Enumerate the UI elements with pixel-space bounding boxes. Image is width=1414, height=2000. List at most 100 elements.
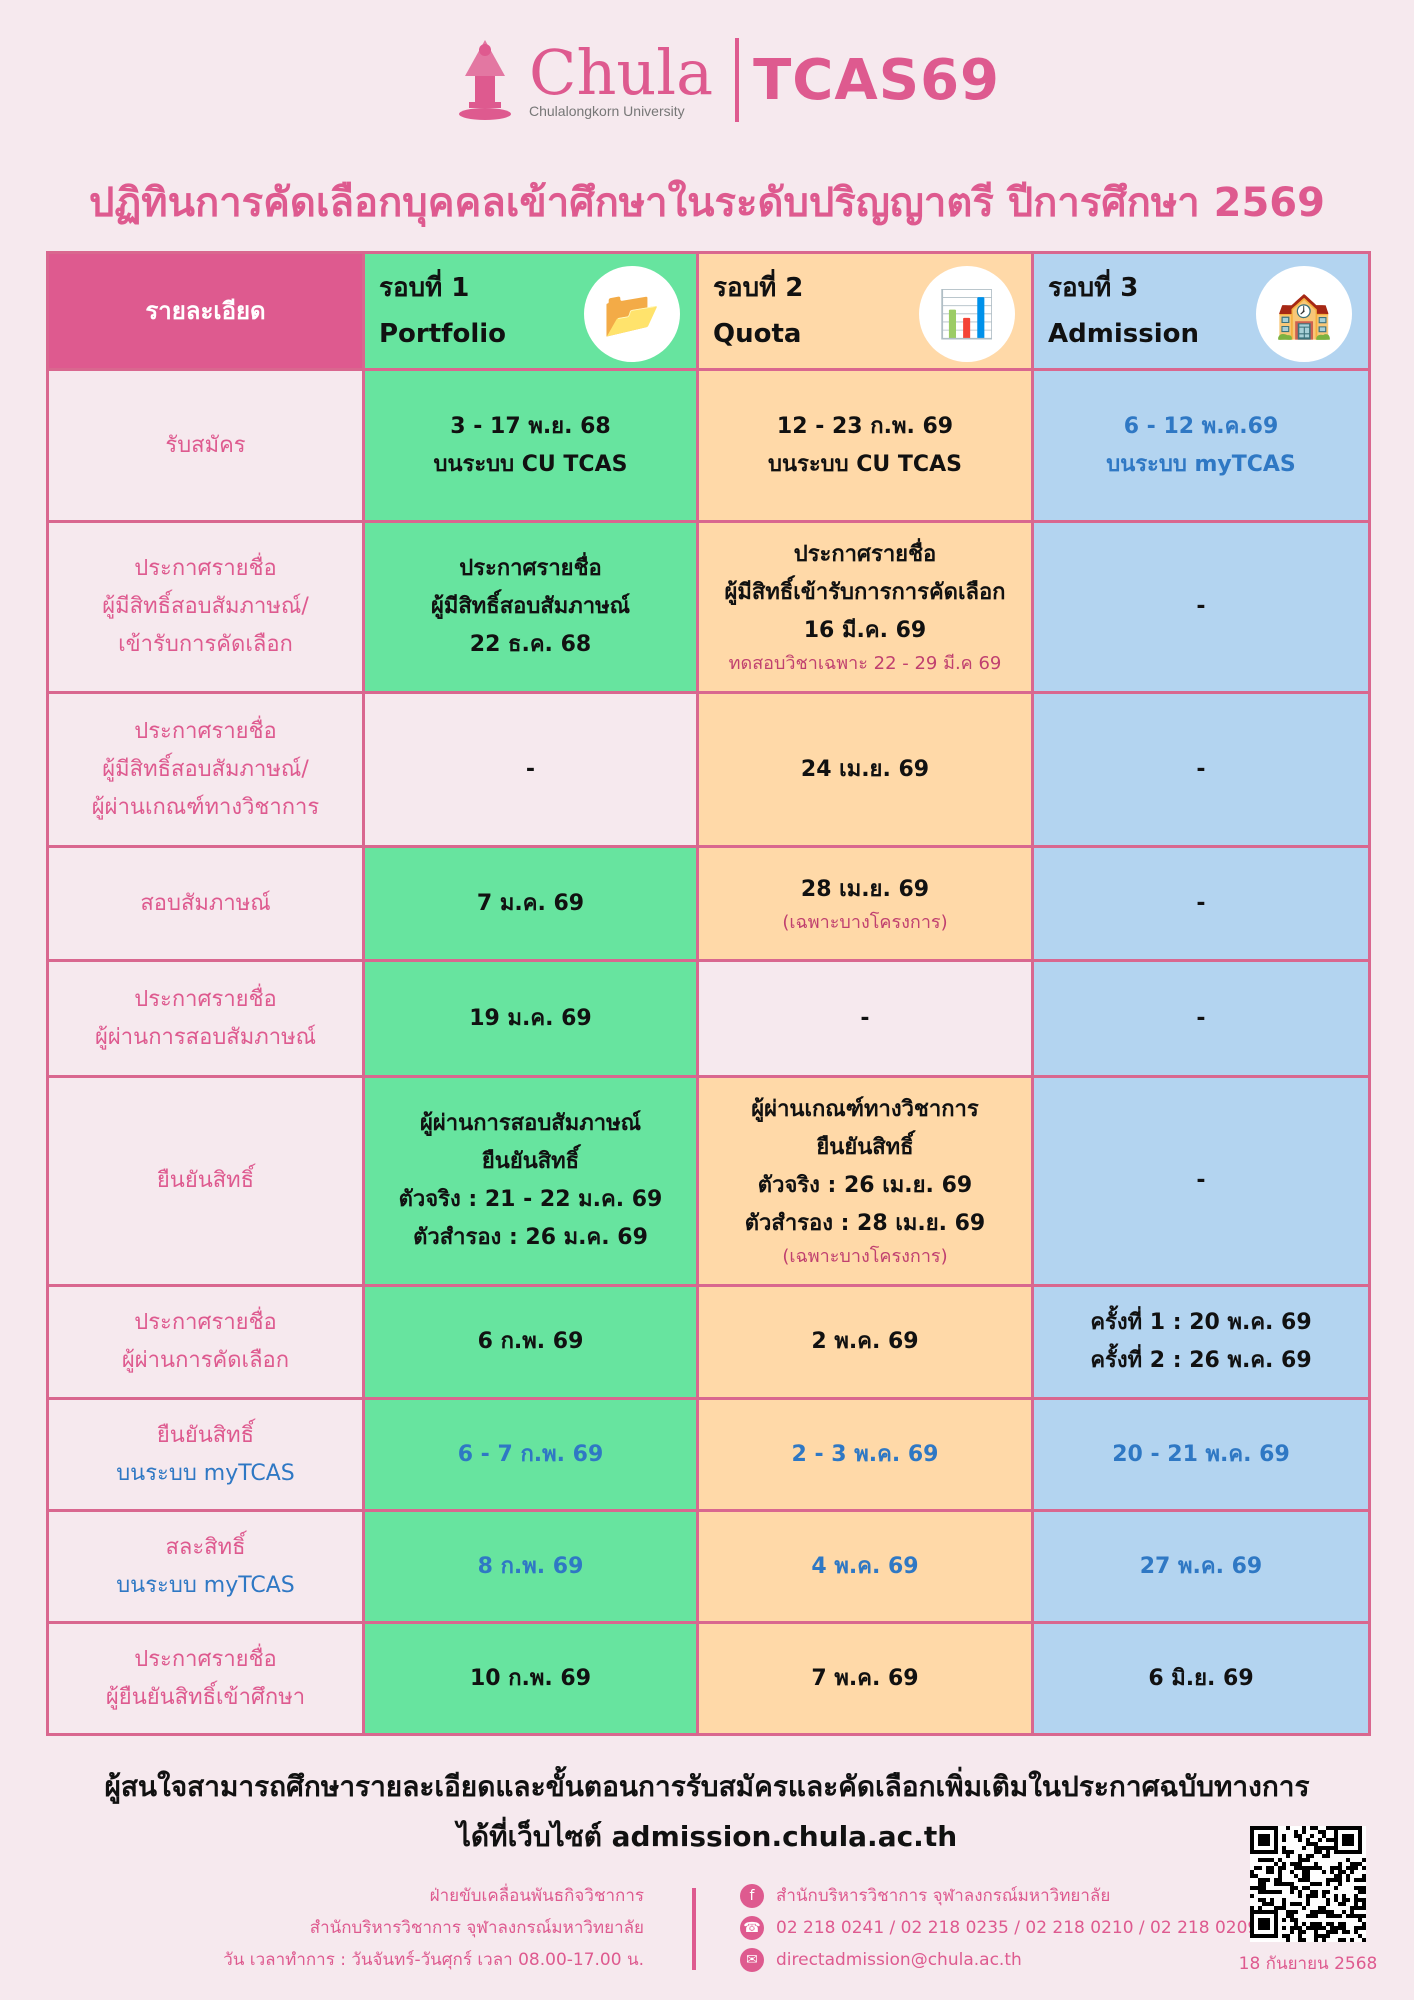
cell-text: ครั้งที่ 2 : 26 พ.ค. 69 — [1090, 1348, 1312, 1373]
facebook-icon: f — [740, 1884, 764, 1908]
row-label-line: ผู้ผ่านการสอบสัมภาษณ์ — [95, 1024, 316, 1050]
round-2-cell: 12 - 23 ก.พ. 69 บนระบบ CU TCAS — [696, 368, 1034, 523]
table-row: ประกาศรายชื่อ ผู้มีสิทธิ์สอบสัมภาษณ์/ ผู้ผ… — [46, 691, 1371, 848]
cell-text: 6 ก.พ. 69 — [477, 1329, 584, 1354]
row-label: ประกาศรายชื่อผู้ผ่านการคัดเลือก — [46, 1284, 365, 1400]
row-label-line: ผู้ผ่านการคัดเลือก — [121, 1348, 290, 1373]
cell-text: ผู้มีสิทธิ์เข้ารับการการคัดเลือก — [724, 580, 1006, 605]
row-label-line: ยืนยันสิทธิ์ — [156, 1168, 255, 1193]
round-2-cell: ผู้ผ่านเกณฑ์ทางวิชาการ ยืนยันสิทธิ์ ตัวจริ… — [696, 1075, 1034, 1287]
cell-text: ครั้งที่ 1 : 20 พ.ค. 69 — [1090, 1310, 1312, 1335]
table-row: ประกาศรายชื่อ ผู้มีสิทธิ์สอบสัมภาษณ์/ เข้า… — [46, 520, 1371, 694]
round-1-cell: 8 ก.พ. 69 — [362, 1509, 699, 1624]
cell-text: - — [1196, 756, 1206, 782]
cell-text: ตัวสำรอง : 28 เม.ย. 69 — [744, 1211, 986, 1236]
folder-icon: 📂 — [584, 266, 680, 362]
qr-code[interactable] — [1250, 1826, 1366, 1942]
row-label-line: ยืนยันสิทธิ์ — [156, 1422, 255, 1448]
cell-text: 24 เม.ย. 69 — [800, 756, 930, 782]
row-label-line: สอบสัมภาษณ์ — [140, 890, 271, 916]
round-2-cell: 4 พ.ค. 69 — [696, 1509, 1034, 1624]
row-label-line: ประกาศรายชื่อ — [134, 1646, 277, 1672]
cell-text: 22 ธ.ค. 68 — [469, 632, 592, 657]
row-label: ประกาศรายชื่อ ผู้มีสิทธิ์สอบสัมภาษณ์/ เข้า… — [46, 520, 365, 694]
row-label-line: เข้ารับการคัดเลือก — [118, 632, 293, 657]
row-label: ประกาศรายชื่อผู้ยืนยันสิทธิ์เข้าศึกษา — [46, 1621, 365, 1736]
footer-line-1: ผู้สนใจสามารถศึกษารายละเอียดและขั้นตอนกา… — [104, 1770, 1310, 1803]
table-row: ประกาศรายชื่อผู้ยืนยันสิทธิ์เข้าศึกษา 10 … — [46, 1621, 1371, 1736]
round-name: Quota — [713, 319, 802, 349]
cell-text: 20 - 21 พ.ค. 69 — [1112, 1441, 1290, 1467]
round-name: Portfolio — [379, 319, 507, 349]
row-label: ยืนยันสิทธิ์บนระบบ myTCAS — [46, 1397, 365, 1512]
row-label: สละสิทธิ์ บนระบบ myTCAS — [46, 1509, 365, 1624]
round-2-cell: 2 พ.ค. 69 — [696, 1284, 1034, 1400]
schedule-table: รายละเอียด รอบที่ 1 Portfolio 📂 รอบที่ 2… — [46, 251, 1371, 1736]
cell-text: - — [860, 1005, 870, 1031]
cell-text: 10 ก.พ. 69 — [469, 1665, 592, 1691]
round-2-cell: 2 - 3 พ.ค. 69 — [696, 1397, 1034, 1512]
pie-chart-hand-icon: 📊 — [919, 266, 1015, 362]
cell-text: - — [525, 756, 536, 782]
row-label-line: ผู้ยืนยันสิทธิ์เข้าศึกษา — [105, 1684, 306, 1710]
round-3-cell: ครั้งที่ 1 : 20 พ.ค. 69 ครั้งที่ 2 : 26 พ… — [1031, 1284, 1371, 1400]
cell-text: บนระบบ myTCAS — [1106, 451, 1296, 477]
table-row: รับสมัคร 3 - 17 พ.ย. 68 บนระบบ CU TCAS 12 -… — [46, 368, 1371, 523]
details-header: รายละเอียด — [46, 251, 365, 371]
cell-text: ผู้ผ่านการสอบสัมภาษณ์ — [420, 1111, 641, 1136]
cell-text: - — [1196, 594, 1206, 619]
cell-text: 7 พ.ค. 69 — [811, 1665, 919, 1691]
round-number: รอบที่ 1 — [379, 273, 470, 303]
office-dept: ฝ่ายขับเคลื่อนพันธกิจวิชาการ — [429, 1886, 644, 1906]
cell-text: ยืนยันสิทธิ์ — [816, 1135, 914, 1160]
cell-text: - — [1196, 1005, 1206, 1031]
row-label-line: ประกาศรายชื่อ — [134, 1310, 277, 1335]
round-number: รอบที่ 3 — [1048, 273, 1139, 303]
contact-divider — [692, 1888, 696, 1970]
row-label-line: ประกาศรายชื่อ — [134, 986, 277, 1012]
round-1-cell: 6 - 7 ก.พ. 69 — [362, 1397, 699, 1512]
row-label-line: ประกาศรายชื่อ — [134, 556, 277, 581]
round-1-cell: 7 ม.ค. 69 — [362, 845, 699, 962]
round-3-cell: 6 มิ.ย. 69 — [1031, 1621, 1371, 1736]
cell-text: 19 ม.ค. 69 — [469, 1005, 592, 1031]
round-1-cell: 19 ม.ค. 69 — [362, 959, 699, 1078]
row-label-line: ประกาศรายชื่อ — [134, 718, 277, 744]
round-1-cell: - — [362, 691, 699, 848]
footer-note: ผู้สนใจสามารถศึกษารายละเอียดและขั้นตอนกา… — [0, 1762, 1414, 1862]
facebook-link[interactable]: สำนักบริหารวิชาการ จุฬาลงกรณ์มหาวิทยาลัย — [776, 1886, 1111, 1906]
cell-text: ยืนยันสิทธิ์ — [481, 1149, 580, 1174]
email-link[interactable]: directadmission@chula.ac.th — [776, 1950, 1022, 1970]
chula-wordmark: Chula — [529, 36, 714, 109]
round-2-cell: 7 พ.ค. 69 — [696, 1621, 1034, 1736]
row-label-line: สละสิทธิ์ — [165, 1534, 246, 1560]
round-1-cell: ผู้ผ่านการสอบสัมภาษณ์ยืนยันสิทธิ์ตัวจริง… — [362, 1075, 699, 1287]
table-row: ยืนยันสิทธิ์ บนระบบ myTCAS 6 - 7 ก.พ. 69 2 … — [46, 1397, 1371, 1512]
cell-text: 16 มี.ค. 69 — [803, 618, 927, 643]
round-2-cell: - — [696, 959, 1034, 1078]
cell-text: - — [1196, 890, 1206, 916]
table-row: ยืนยันสิทธิ์ ผู้ผ่านการสอบสัมภาษณ์ ยืนยันส… — [46, 1075, 1371, 1287]
cell-text: 3 - 17 พ.ย. 68 — [450, 413, 611, 439]
cell-text: - — [1196, 1168, 1206, 1193]
cell-text: 2 พ.ค. 69 — [811, 1329, 919, 1354]
cell-text: 7 ม.ค. 69 — [476, 890, 585, 916]
round-1-cell: 10 ก.พ. 69 — [362, 1621, 699, 1736]
row-label-line: ผู้ผ่านเกณฑ์ทางวิชาการ — [91, 794, 320, 820]
cell-text: (เฉพาะบางโครงการ) — [782, 911, 948, 933]
cell-text: ผู้ผ่านเกณฑ์ทางวิชาการ — [751, 1097, 979, 1122]
cell-text: (เฉพาะบางโครงการ) — [782, 1246, 948, 1267]
cell-text: ตัวจริง : 21 - 22 ม.ค. 69 — [398, 1187, 663, 1212]
round-3-cell: - — [1031, 845, 1371, 962]
office-info: ฝ่ายขับเคลื่อนพันธกิจวิชาการ สำนักบริหาร… — [223, 1880, 644, 1976]
cell-text: 27 พ.ค. 69 — [1139, 1553, 1263, 1579]
row-label-line: บนระบบ myTCAS — [116, 1460, 295, 1486]
round-1-cell: ประกาศรายชื่อ ผู้มีสิทธิ์สอบสัมภาษณ์ 22 ธ.… — [362, 520, 699, 694]
program-name: TCAS69 — [753, 47, 1000, 113]
cell-text: 12 - 23 ก.พ. 69 — [776, 413, 954, 439]
row-label: รับสมัคร — [46, 368, 365, 523]
cell-text: 4 พ.ค. 69 — [811, 1553, 919, 1579]
cell-text: 28 เม.ย. 69 — [800, 876, 930, 902]
phone-icon: ☎ — [740, 1916, 764, 1940]
contact-info: f สำนักบริหารวิชาการ จุฬาลงกรณ์มหาวิทยาลั… — [740, 1880, 1258, 1976]
